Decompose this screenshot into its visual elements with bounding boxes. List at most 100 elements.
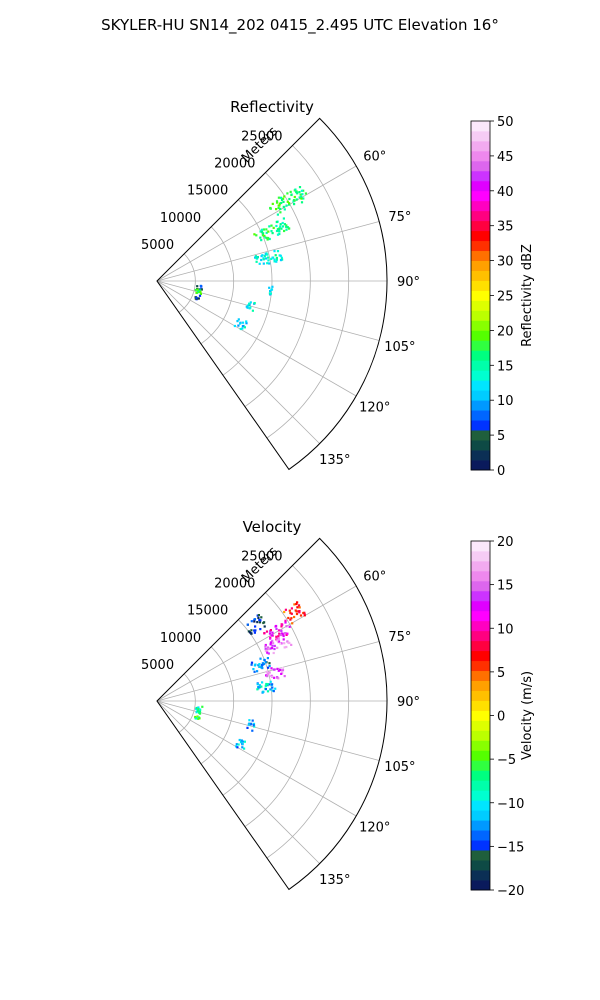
echo-pixel — [263, 255, 266, 258]
echo-pixel — [241, 746, 244, 749]
colorbar-segment — [471, 180, 490, 192]
colorbar-tick-label: 45 — [497, 150, 514, 165]
echo-pixel — [282, 205, 285, 208]
echo-pixel — [196, 715, 199, 718]
echo-pixel — [255, 260, 258, 263]
colorbar-tick-label: −15 — [497, 840, 524, 855]
echo-pixel — [293, 203, 296, 206]
colorbar-segment — [471, 750, 490, 761]
colorbar-segment — [471, 590, 490, 602]
echo-pixel — [267, 652, 270, 655]
echo-pixel — [241, 327, 244, 330]
azimuth-gridline — [156, 165, 357, 282]
echo-pixel — [288, 609, 291, 612]
echo-pixel — [279, 225, 282, 228]
reflectivity-panel: Reflectivity 5000 10000 15000 20000 25000 60° 7… — [141, 98, 535, 479]
echo-pixel — [262, 262, 265, 265]
echo-pixel — [302, 611, 305, 615]
echo-pixel — [281, 669, 285, 672]
echo-pixel — [276, 233, 280, 236]
echo-pixel — [253, 618, 256, 621]
echo-pixel — [271, 631, 274, 634]
radial-tick-label: 5000 — [141, 238, 174, 253]
figure-suptitle: SKYLER-HU SN14_202 0415_2.495 UTC Elevat… — [101, 16, 499, 34]
echo-pixel — [286, 200, 289, 203]
echo-pixel — [268, 662, 271, 665]
echo-pixel — [265, 670, 268, 673]
echo-pixel — [296, 606, 299, 609]
echo-pixel — [285, 228, 288, 231]
colorbar-segment — [471, 810, 490, 821]
azimuth-tick-label: 75° — [388, 630, 411, 645]
echo-pixel — [285, 625, 288, 628]
colorbar-segment — [471, 460, 490, 471]
echo-pixel — [300, 189, 303, 192]
colorbar-segment — [471, 700, 490, 711]
echo-pixel — [266, 683, 269, 686]
echo-pixel — [298, 191, 301, 194]
echo-pixel — [236, 746, 239, 749]
echo-pixel — [276, 213, 279, 216]
panel-title: Reflectivity — [230, 98, 314, 116]
echo-pixel — [289, 618, 292, 621]
sector-frame — [156, 117, 388, 471]
echo-pixel — [263, 632, 266, 635]
echo-pixel — [288, 203, 291, 206]
echo-pixel — [275, 208, 278, 211]
colorbar-segment — [471, 220, 490, 232]
echo-pixel — [269, 680, 272, 683]
echo-pixel — [303, 613, 306, 616]
echo-pixel — [264, 684, 267, 687]
azimuth-tick-label: 120° — [359, 821, 390, 836]
echo-pixel — [267, 256, 270, 259]
colorbar-segment — [471, 121, 490, 132]
echo-pixel — [264, 645, 267, 648]
echo-pixel — [302, 197, 305, 200]
echo-pixel — [299, 614, 303, 617]
echo-pixel — [284, 621, 287, 624]
echo-pixel — [283, 610, 286, 614]
azimuth-gridline — [156, 700, 380, 761]
echo-pixel — [275, 260, 278, 263]
echo-pixel — [279, 642, 282, 645]
echo-pixel — [257, 614, 260, 617]
echo-pixel — [277, 677, 280, 680]
echo-pixel — [266, 238, 269, 241]
echo-pixel — [279, 207, 282, 210]
echo-pixel — [250, 661, 254, 664]
echo-pixel — [271, 285, 274, 288]
colorbar-segment — [471, 150, 490, 162]
echo-pixel — [285, 645, 288, 649]
echo-pixel — [278, 204, 281, 207]
range-ring — [266, 145, 350, 439]
echo-pixel — [275, 200, 279, 203]
echo-pixel — [284, 608, 287, 611]
echo-pixel — [300, 195, 303, 198]
colorbar-segment — [471, 580, 490, 592]
echo-pixel — [254, 255, 257, 258]
echo-pixel — [243, 326, 246, 329]
echo-pixel — [235, 743, 238, 746]
echo-pixel — [194, 288, 197, 292]
azimuth-tick-label: 90° — [397, 275, 420, 290]
colorbar-segment — [471, 600, 490, 612]
azimuth-tick-label: 135° — [319, 453, 350, 468]
colorbar-tick-label: 35 — [497, 220, 514, 235]
echo-pixel — [269, 643, 272, 646]
echo-pixel — [258, 663, 261, 666]
echo-pixel — [278, 230, 281, 233]
echo-pixel — [280, 196, 283, 199]
echo-pixel — [281, 632, 284, 635]
echo-pixel — [251, 719, 254, 722]
echo-pixel — [285, 204, 288, 207]
azimuth-tick-label: 75° — [388, 210, 411, 225]
colorbar-segment — [471, 790, 490, 801]
echo-pixel — [258, 665, 261, 668]
echo-pixel — [273, 258, 276, 261]
range-ring — [178, 253, 196, 313]
echo-pixel — [270, 288, 273, 291]
colorbar-tick-label: 5 — [497, 666, 505, 681]
echo-pixel — [290, 612, 293, 615]
colorbar-segment — [471, 650, 490, 662]
azimuth-gridline — [156, 585, 357, 702]
